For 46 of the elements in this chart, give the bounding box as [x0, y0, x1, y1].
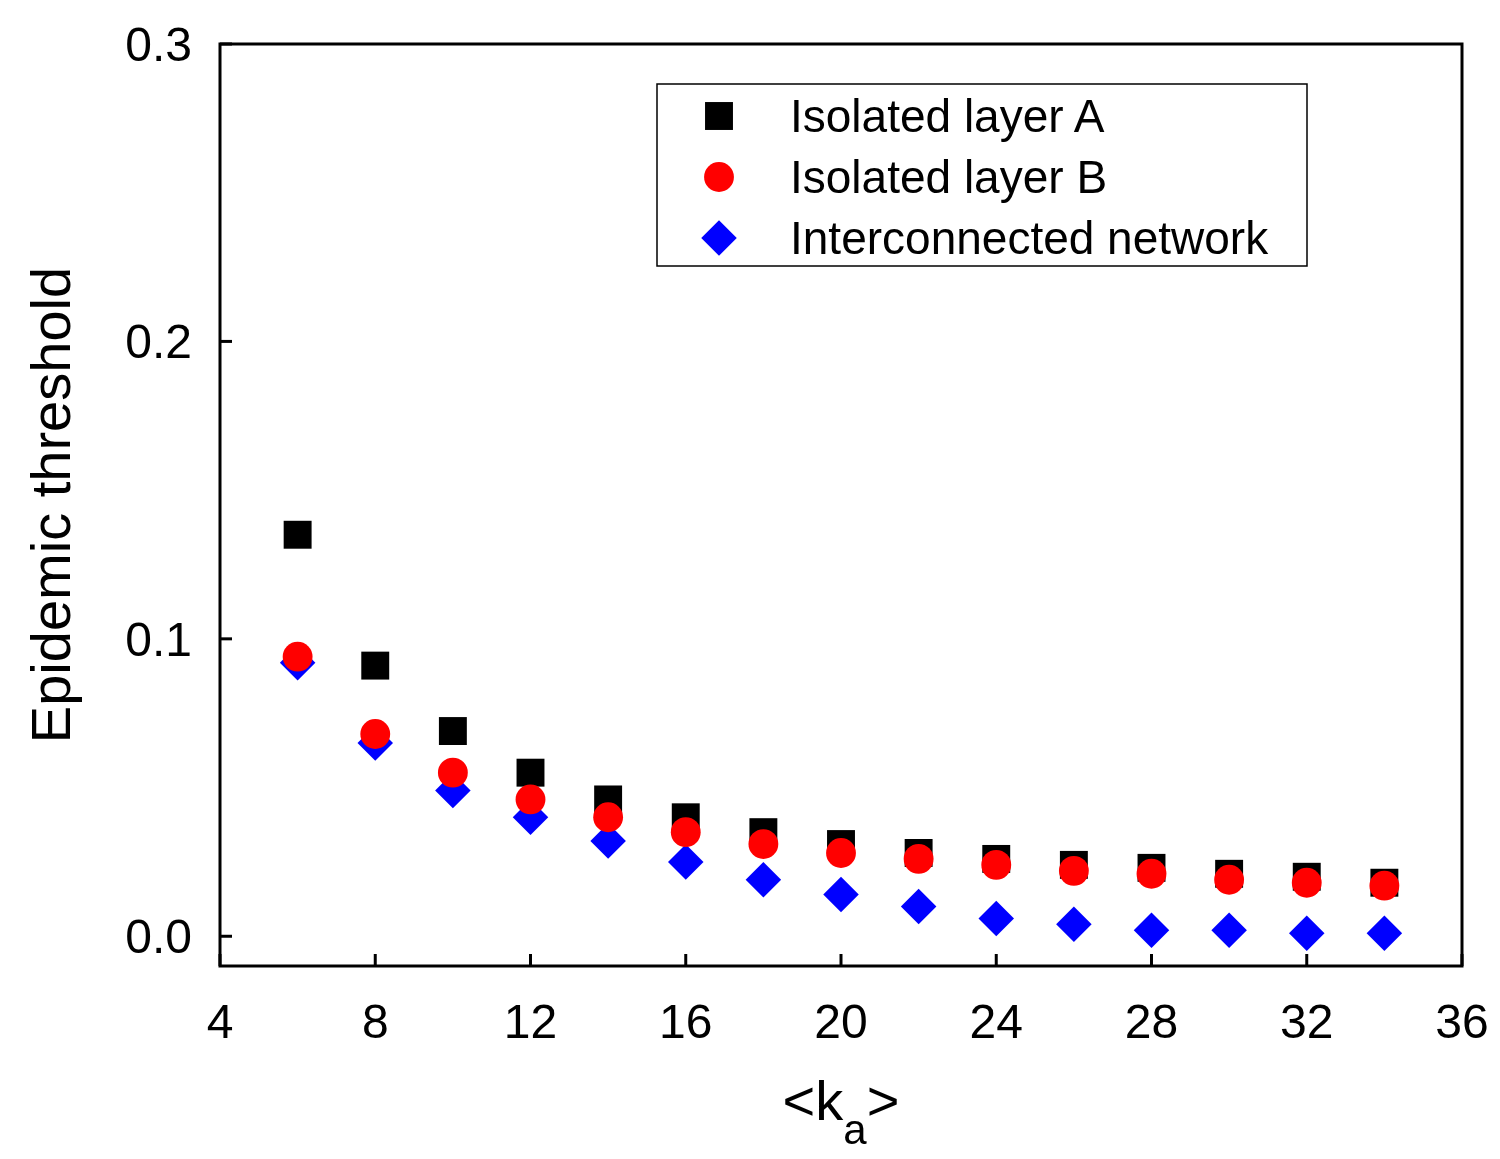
legend-label: Interconnected network: [790, 212, 1270, 264]
point: [981, 849, 1012, 880]
point: [1214, 864, 1245, 895]
x-axis-title: <k$_{a}$>: [782, 1069, 900, 1153]
point: [748, 829, 779, 859]
point: [900, 888, 937, 925]
point: [903, 844, 934, 874]
legend-label: Isolated layer B: [790, 151, 1108, 203]
point: [516, 758, 545, 787]
point: [823, 876, 859, 913]
point: [978, 900, 1014, 937]
y-tick-label: 0.0: [125, 910, 192, 964]
x-tick-label: 12: [503, 995, 558, 1048]
x-tick-label: 8: [361, 995, 389, 1048]
x-tick-label: 20: [814, 995, 868, 1048]
point: [1289, 915, 1325, 952]
x-tick-label: 16: [659, 995, 713, 1048]
point: [745, 862, 782, 898]
x-tick-label: 28: [1124, 995, 1179, 1048]
point: [593, 802, 624, 833]
y-tick-label: 0.2: [125, 315, 192, 369]
point: [668, 844, 704, 880]
point: [361, 651, 390, 680]
point: [515, 784, 546, 815]
point: [360, 719, 391, 749]
legend-label: Isolated layer A: [790, 90, 1105, 142]
point: [1136, 858, 1167, 889]
point: [438, 717, 467, 745]
point: [1058, 855, 1089, 886]
point: [1056, 906, 1092, 943]
point: [1211, 912, 1247, 949]
point: [282, 641, 313, 672]
x-tick-label: 32: [1280, 995, 1334, 1048]
point: [1133, 912, 1170, 949]
point: [283, 520, 312, 549]
x-tick-label: 36: [1435, 995, 1489, 1048]
y-tick-label: 0.1: [125, 612, 192, 666]
y-axis-title: Epidemic threshold: [19, 266, 82, 744]
y-tick-label: 0.3: [125, 18, 192, 71]
x-tick-label: 24: [969, 995, 1023, 1048]
point: [826, 838, 856, 868]
point: [1291, 867, 1322, 898]
point: [670, 817, 701, 848]
point: [437, 757, 468, 788]
point: [1366, 915, 1403, 952]
x-tick-label: 4: [206, 995, 234, 1048]
